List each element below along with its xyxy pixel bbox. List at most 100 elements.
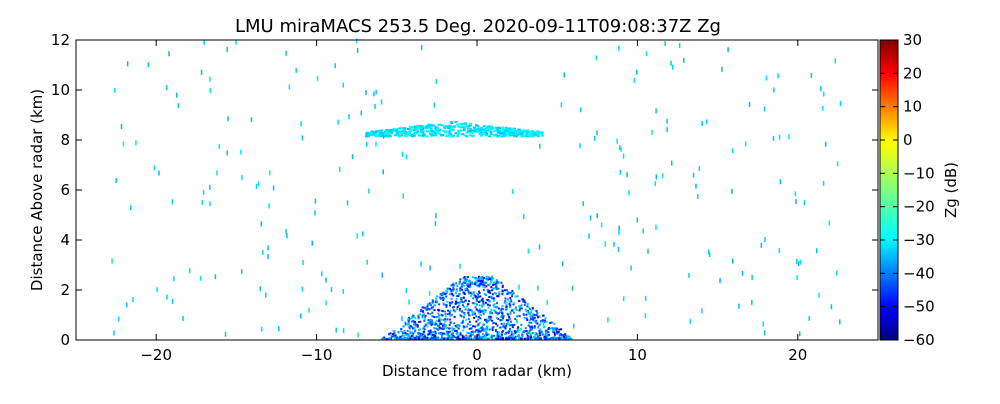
echo-pixel xyxy=(406,127,410,130)
echo-pixel xyxy=(487,315,490,318)
echo-pixel xyxy=(543,325,546,328)
echo-pixel xyxy=(465,334,468,337)
echo-pixel xyxy=(565,337,568,340)
echo-pixel xyxy=(527,248,530,254)
echo-pixel xyxy=(445,330,448,333)
colorbar-ticks: −60 −50 −40 −30 −20 −10 0 10 20 30 xyxy=(880,31,935,349)
echo-pixel xyxy=(366,259,368,265)
echo-pixel xyxy=(444,293,447,296)
echo-pixel xyxy=(418,332,421,335)
echo-pixel xyxy=(839,100,842,106)
echo-pixel xyxy=(556,331,559,334)
echo-pixel xyxy=(542,314,545,317)
echo-pixel xyxy=(731,258,734,264)
echo-pixel xyxy=(437,312,440,315)
echo-pixel xyxy=(763,330,766,336)
echo-pixel xyxy=(478,283,481,286)
echo-pixel xyxy=(469,282,472,285)
echo-pixel xyxy=(420,335,423,338)
echo-pixel xyxy=(447,288,450,291)
echo-pixel xyxy=(459,123,463,126)
echo-pixel xyxy=(533,320,536,323)
echo-pixel xyxy=(449,337,452,340)
echo-pixel xyxy=(626,172,628,178)
echo-pixel xyxy=(528,336,531,339)
echo-pixel xyxy=(311,240,313,246)
echo-pixel xyxy=(404,132,408,135)
echo-pixel xyxy=(200,69,203,75)
echo-pixel xyxy=(535,131,539,134)
echo-pixel xyxy=(453,328,456,331)
echo-pixel xyxy=(300,313,302,319)
echo-pixel xyxy=(554,337,557,340)
echo-pixel xyxy=(209,88,211,94)
echo-pixel xyxy=(419,334,422,337)
echo-pixel xyxy=(507,335,510,338)
echo-pixel xyxy=(508,300,511,303)
echo-pixel xyxy=(401,330,404,333)
echo-pixel xyxy=(513,336,516,339)
echo-pixel xyxy=(429,312,432,315)
echo-pixel xyxy=(751,299,753,305)
echo-pixel xyxy=(425,130,429,133)
echo-pixel xyxy=(496,305,499,308)
echo-pixel xyxy=(463,312,466,315)
echo-pixel xyxy=(499,326,502,329)
echo-pixel xyxy=(459,307,462,310)
echo-pixel xyxy=(654,181,656,187)
plot-area: −20 −10 0 10 20 0 2 4 6 8 10 12 xyxy=(51,31,879,364)
echo-pixel xyxy=(778,134,781,140)
echo-pixel xyxy=(457,295,460,298)
echo-pixel xyxy=(380,132,384,135)
echo-pixel xyxy=(394,134,398,137)
echo-pixel xyxy=(413,125,417,128)
echo-pixel xyxy=(505,323,508,326)
echo-pixel xyxy=(443,327,446,330)
echo-pixel xyxy=(449,129,453,132)
echo-pixel xyxy=(824,141,827,147)
echo-pixel xyxy=(468,309,471,312)
echo-pixel xyxy=(508,302,511,305)
echo-pixel xyxy=(523,330,526,333)
echo-pixel xyxy=(390,132,394,135)
echo-pixel xyxy=(264,292,267,298)
echo-pixel xyxy=(461,334,464,337)
echo-pixel xyxy=(493,309,496,312)
echo-pixel xyxy=(487,333,490,336)
echo-pixel xyxy=(536,322,539,325)
echo-pixel xyxy=(493,334,496,337)
echo-pixel xyxy=(487,291,490,294)
echo-pixel xyxy=(516,315,519,318)
echo-pixel xyxy=(520,132,524,135)
echo-pixel xyxy=(559,333,562,336)
echo-pixel xyxy=(549,337,552,340)
echo-pixel xyxy=(553,337,556,340)
echo-pixel xyxy=(411,133,415,136)
echo-pixel xyxy=(489,131,493,134)
echo-pixel xyxy=(412,337,415,340)
echo-pixel xyxy=(321,271,323,277)
echo-pixel xyxy=(701,120,703,126)
echo-pixel xyxy=(452,288,455,291)
echo-pixel xyxy=(472,291,475,294)
echo-pixel xyxy=(475,320,478,323)
echo-pixel xyxy=(530,325,533,328)
echo-pixel xyxy=(482,312,485,315)
echo-pixel xyxy=(278,326,280,332)
echo-pixel xyxy=(441,296,444,299)
echo-pixel xyxy=(666,118,668,124)
echo-pixel xyxy=(539,328,542,331)
echo-pixel xyxy=(559,338,562,340)
echo-pixel xyxy=(414,337,417,340)
echo-pixel xyxy=(482,303,485,306)
echo-pixel xyxy=(475,315,478,318)
echo-pixel xyxy=(482,288,485,291)
echo-pixel xyxy=(257,181,260,187)
echo-pixel xyxy=(455,289,458,292)
echo-pixel xyxy=(461,301,464,304)
echo-pixel xyxy=(482,300,485,303)
echo-pixel xyxy=(487,284,490,287)
echo-pixel xyxy=(507,319,510,322)
echo-pixel xyxy=(454,300,457,303)
echo-pixel xyxy=(451,283,454,286)
